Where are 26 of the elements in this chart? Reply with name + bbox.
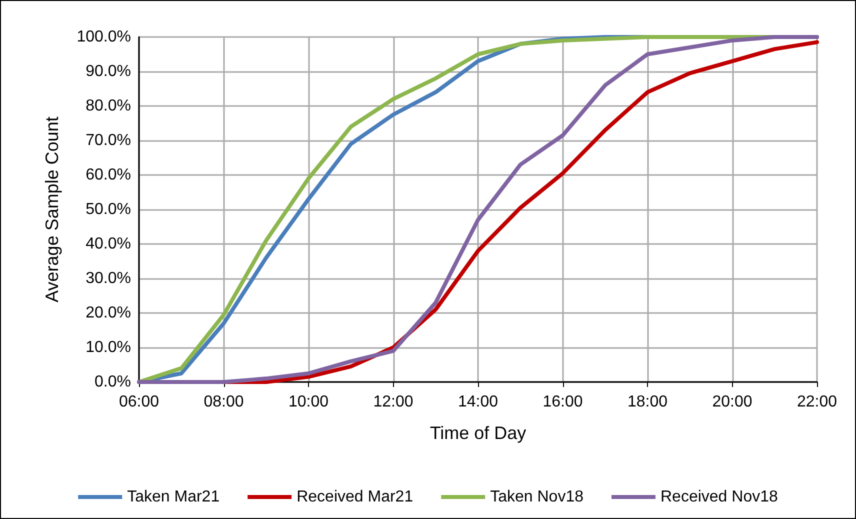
y-tick-label: 100.0% bbox=[76, 28, 131, 46]
x-tick-label: 18:00 bbox=[627, 394, 668, 410]
legend-label: Received Mar21 bbox=[296, 488, 414, 506]
y-axis-title: Average Sample Count bbox=[42, 116, 62, 302]
y-tick-label: 10.0% bbox=[86, 339, 131, 356]
x-tick-label: 12:00 bbox=[373, 394, 414, 410]
y-tick-label: 50.0% bbox=[86, 201, 131, 218]
x-tick-label: 16:00 bbox=[542, 394, 583, 410]
x-axis-title: Time of Day bbox=[430, 423, 526, 443]
y-tick-label: 90.0% bbox=[86, 63, 131, 80]
x-tick-label: 06:00 bbox=[118, 394, 160, 410]
y-tick-label: 70.0% bbox=[86, 132, 131, 149]
legend-label: Received Nov18 bbox=[660, 488, 778, 506]
x-tick-label: 10:00 bbox=[288, 394, 329, 410]
legend-label: Taken Mar21 bbox=[127, 488, 220, 506]
y-tick-label: 80.0% bbox=[86, 98, 131, 114]
x-tick-label: 14:00 bbox=[458, 394, 498, 410]
y-tick-label: 20.0% bbox=[86, 304, 131, 322]
y-tick-label: 40.0% bbox=[86, 236, 131, 252]
x-tick-label: 08:00 bbox=[204, 394, 244, 410]
x-tick-label: 20:00 bbox=[712, 394, 752, 410]
y-tick-label: 30.0% bbox=[86, 270, 131, 287]
y-tick-label: 60.0% bbox=[86, 166, 131, 184]
legend-label: Taken Nov18 bbox=[490, 488, 584, 506]
x-tick-label: 22:00 bbox=[796, 394, 838, 410]
y-tick-label: 0.0% bbox=[94, 374, 131, 390]
